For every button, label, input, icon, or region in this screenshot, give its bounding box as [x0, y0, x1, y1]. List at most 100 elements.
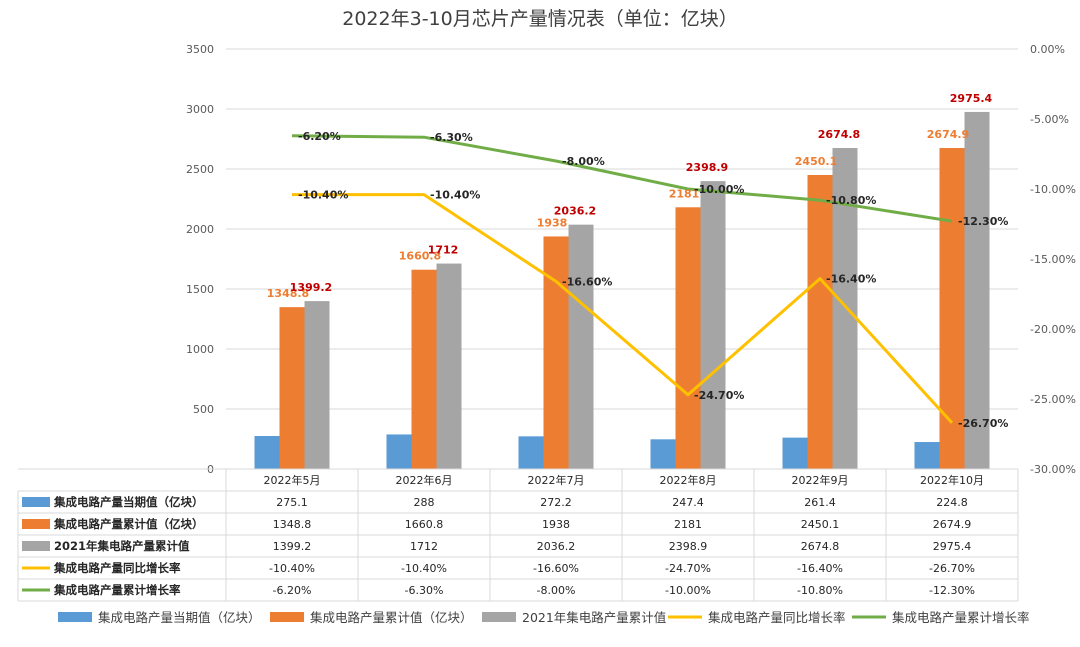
chart-title: 2022年3-10月芯片产量情况表（单位：亿块）: [342, 8, 737, 30]
table-row-header: 集成电路产量累计值（亿块）: [53, 517, 204, 531]
table-cell: 2181: [674, 518, 702, 531]
table-cell: 224.8: [936, 496, 968, 509]
table-cell: -16.40%: [797, 562, 843, 575]
bar: [386, 434, 412, 469]
legend-label: 2021年集电路产量累计值: [522, 610, 666, 625]
line-data-label: -24.70%: [694, 389, 744, 402]
data-labels: 1348.8 1660.8 1938 2181 2450.1 2674.9 1399.2 17…: [267, 92, 1009, 430]
y-tick-label: 2000: [186, 223, 214, 236]
line-data-label: -10.00%: [694, 183, 744, 196]
gridlines: [226, 48, 1018, 470]
line-data-label: -10.40%: [298, 189, 348, 202]
legend-label: 集成电路产量同比增长率: [708, 610, 846, 625]
legend-label: 集成电路产量当期值（亿块）: [98, 610, 261, 625]
bar: [518, 436, 544, 469]
table-cell: 1660.8: [405, 518, 444, 531]
table-cell: 272.2: [540, 496, 572, 509]
series-line: [291, 134, 953, 223]
table-cell: -10.80%: [797, 584, 843, 597]
category-label: 2022年6月: [396, 473, 453, 487]
y2-tick-label: -10.00%: [1030, 183, 1076, 196]
table-cell: 2450.1: [801, 518, 840, 531]
table-cell: 2036.2: [537, 540, 576, 553]
y-tick-label: 1500: [186, 283, 214, 296]
y2-tick-label: -30.00%: [1030, 463, 1076, 476]
bar-data-label: 2975.4: [950, 92, 993, 105]
bar: [568, 224, 594, 469]
y-tick-label: 3500: [186, 43, 214, 56]
y-tick-label: 500: [193, 403, 214, 416]
line-data-label: -6.30%: [430, 131, 473, 144]
bar-data-label: 1938: [537, 216, 568, 229]
table-cell: 1712: [410, 540, 438, 553]
line-data-label: -6.20%: [298, 130, 341, 143]
bar-data-label: 1712: [428, 244, 459, 257]
table-cell: -12.30%: [929, 584, 975, 597]
bar: [279, 307, 305, 469]
legend-key: [482, 612, 516, 622]
bar: [650, 439, 676, 469]
bar: [782, 437, 808, 469]
bar: [675, 207, 701, 469]
y2-tick-label: -20.00%: [1030, 323, 1076, 336]
y2-tick-label: 0.00%: [1030, 43, 1065, 56]
table-cell: 2398.9: [669, 540, 708, 553]
legend-key: [58, 612, 92, 622]
bar-data-label: 2036.2: [554, 205, 596, 218]
table-legend-key: [22, 497, 50, 507]
y-tick-label: 1000: [186, 343, 214, 356]
bar: [411, 269, 437, 469]
table-cell: -26.70%: [929, 562, 975, 575]
table-cell: -8.00%: [537, 584, 576, 597]
bar: [914, 442, 940, 469]
line-data-label: -12.30%: [958, 215, 1008, 228]
bar-data-label: 2674.8: [818, 128, 860, 141]
y-axis-left: 0500100015002000250030003500: [186, 43, 214, 476]
legend-label: 集成电路产量累计值（亿块）: [310, 610, 473, 625]
line-data-label: -26.70%: [958, 417, 1008, 430]
y2-tick-label: -5.00%: [1030, 113, 1069, 126]
bar: [543, 236, 569, 469]
table-cell: -6.20%: [273, 584, 312, 597]
bar: [436, 263, 462, 469]
table-cell: 2674.8: [801, 540, 840, 553]
table-cell: -24.70%: [665, 562, 711, 575]
bar: [700, 181, 726, 469]
bar-data-label: 1660.8: [399, 250, 441, 263]
bar-data-label: 1399.2: [290, 281, 332, 294]
table-cell: -6.30%: [405, 584, 444, 597]
table-cell: -10.00%: [665, 584, 711, 597]
line-data-label: -16.40%: [826, 273, 876, 286]
y-tick-label: 2500: [186, 163, 214, 176]
bar: [964, 111, 990, 470]
table-row-header: 集成电路产量同比增长率: [53, 561, 181, 575]
bar-data-label: 2181: [669, 187, 700, 200]
bar-data-label: 2398.9: [686, 161, 728, 174]
line-data-label: -8.00%: [562, 155, 605, 168]
table-row-header: 集成电路产量累计增长率: [53, 583, 181, 597]
table-row-header: 集成电路产量当期值（亿块）: [53, 495, 204, 509]
table-cell: 261.4: [804, 496, 836, 509]
table-cell: -10.40%: [401, 562, 447, 575]
bar-data-label: 1348.8: [267, 287, 309, 300]
category-label: 2022年10月: [920, 473, 984, 487]
bar-data-label: 2674.9: [927, 128, 969, 141]
category-label: 2022年9月: [792, 473, 849, 487]
bar: [807, 174, 833, 469]
chart-legend: 集成电路产量当期值（亿块） 集成电路产量累计值（亿块） 2021年集电路产量累计值 集…: [58, 610, 1030, 625]
bar-series: [254, 111, 990, 470]
y-axis-right: -30.00% -25.00% -20.00% -15.00% -10.00% -5.00…: [1030, 43, 1076, 476]
category-label: 2022年7月: [528, 473, 585, 487]
legend-key: [270, 612, 304, 622]
table-row-header: 2021年集电路产量累计值: [54, 539, 190, 553]
table-legend-key: [22, 519, 50, 529]
legend-label: 集成电路产量累计增长率: [892, 610, 1030, 625]
line-data-label: -16.60%: [562, 275, 612, 288]
table-cell: 247.4: [672, 496, 704, 509]
table-cell: 1348.8: [273, 518, 312, 531]
line-data-label: -10.40%: [430, 189, 480, 202]
bar: [254, 435, 280, 469]
y2-tick-label: -15.00%: [1030, 253, 1076, 266]
bar: [304, 301, 330, 469]
